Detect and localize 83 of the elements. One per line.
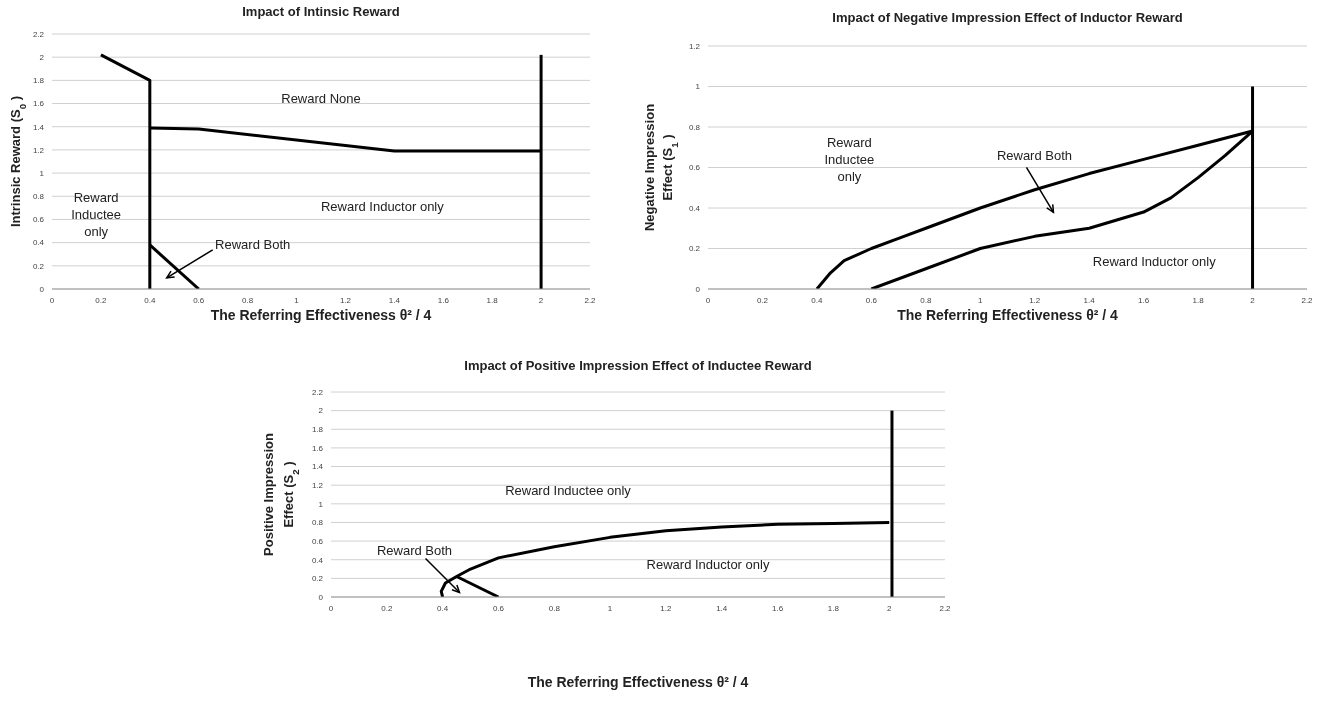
y-tick-label: 0 [318, 592, 324, 602]
x-tick-label: 2.2 [584, 295, 597, 305]
y-tick-label: 1.2 [311, 481, 324, 491]
y-tick-label: 1 [318, 499, 324, 509]
y-tick-label: 0.4 [32, 238, 45, 248]
x-tick-label: 0 [49, 295, 55, 305]
x-tick-label: 0.2 [381, 603, 393, 613]
y-tick-label: 0.6 [688, 163, 701, 173]
x-tick-label: 0.6 [492, 603, 505, 613]
annotation: Reward Inductee only [71, 189, 122, 239]
x-tick-label: 0.6 [193, 295, 205, 305]
annotation: Reward None [281, 90, 361, 106]
annotation: Reward Inductor only [1092, 253, 1217, 269]
annotation: Reward Inductor only [646, 557, 770, 573]
y-tick-label: 0.2 [311, 574, 324, 584]
y-tick-label: 1.4 [311, 462, 324, 472]
x-tick-label: 1 [978, 295, 984, 305]
y-tick-label: 1.2 [688, 41, 701, 51]
annotation: Reward Both [996, 148, 1073, 164]
y-tick-label: 1 [39, 168, 45, 178]
y-tick-label: 0.8 [688, 122, 701, 132]
y-tick-label: 1 [695, 82, 701, 92]
x-tick-label: 2 [538, 295, 544, 305]
annotation: Reward Inductee only [824, 135, 875, 185]
annotation: Reward Inductee only [505, 482, 632, 498]
x-tick-label: 2 [886, 603, 892, 613]
y-tick-label: 0.8 [32, 192, 45, 202]
x-tick-label: 1.2 [1029, 295, 1041, 305]
x-tick-label: 1.2 [339, 295, 352, 305]
chart-title: Impact of Negative Impression Effect of Inductor Reward [832, 10, 1183, 25]
chart-title: Impact of Intinsic Reward [242, 4, 400, 19]
x-tick-label: 1.8 [1192, 295, 1205, 305]
x-tick-label: 0 [328, 603, 334, 613]
annotation: Reward Both [215, 236, 291, 252]
y-tick-label: 0.4 [311, 555, 324, 565]
annotation: Reward Inductor only [320, 198, 445, 214]
x-tick-label: 2 [1250, 295, 1256, 305]
x-tick-label: 1.4 [388, 295, 401, 305]
x-tick-label: 1.4 [1083, 295, 1096, 305]
x-tick-label: 1.2 [660, 603, 673, 613]
x-tick-label: 1.6 [771, 603, 784, 613]
x-tick-label: 0.8 [242, 295, 254, 305]
x-tick-label: 0.4 [437, 603, 449, 613]
annotation: Reward Both [376, 543, 453, 559]
x-tick-label: 0.4 [144, 295, 156, 305]
y-tick-label: 1.8 [311, 425, 324, 435]
y-tick-label: 1.8 [32, 76, 45, 86]
x-tick-label: 0.6 [865, 295, 878, 305]
y-tick-label: 0.6 [311, 536, 324, 546]
x-tick-label: 1.6 [437, 295, 450, 305]
y-tick-label: 0.6 [32, 215, 45, 225]
x-tick-label: 0.4 [811, 295, 824, 305]
x-tick-label: 0.8 [548, 603, 561, 613]
y-tick-label: 0 [695, 284, 701, 294]
chart-title: Impact of Positive Impression Effect of Inductee Reward [464, 358, 812, 373]
x-tick-label: 0 [705, 295, 711, 305]
y-tick-label: 0.8 [311, 518, 324, 528]
y-tick-label: 0.2 [688, 244, 701, 254]
x-tick-label: 2.2 [939, 603, 952, 613]
y-tick-label: 0.4 [688, 203, 701, 213]
x-tick-label: 2.2 [1301, 295, 1314, 305]
y-tick-label: 2.2 [32, 29, 45, 39]
x-tick-label: 1.8 [827, 603, 840, 613]
x-axis-title: The Referring Effectiveness θ² / 4 [210, 307, 432, 323]
x-tick-label: 0.2 [756, 295, 769, 305]
y-tick-label: 2.2 [311, 387, 324, 397]
y-tick-label: 0 [39, 284, 45, 294]
x-tick-label: 1.4 [716, 603, 728, 613]
y-tick-label: 2 [39, 53, 45, 63]
y-tick-label: 0.2 [32, 261, 45, 271]
x-tick-label: 1 [607, 603, 613, 613]
y-tick-label: 1.4 [32, 122, 45, 132]
x-tick-label: 1.6 [1138, 295, 1150, 305]
x-axis-title: The Referring Effectiveness θ² / 4 [527, 674, 749, 690]
x-tick-label: 1 [294, 295, 300, 305]
x-tick-label: 0.2 [95, 295, 108, 305]
x-tick-label: 1.8 [486, 295, 499, 305]
x-tick-label: 0.8 [920, 295, 932, 305]
y-tick-label: 2 [318, 406, 324, 416]
y-tick-label: 1.2 [32, 145, 45, 155]
y-tick-label: 1.6 [32, 99, 45, 109]
y-tick-label: 1.6 [311, 443, 324, 453]
x-axis-title: The Referring Effectiveness θ² / 4 [897, 307, 1119, 323]
